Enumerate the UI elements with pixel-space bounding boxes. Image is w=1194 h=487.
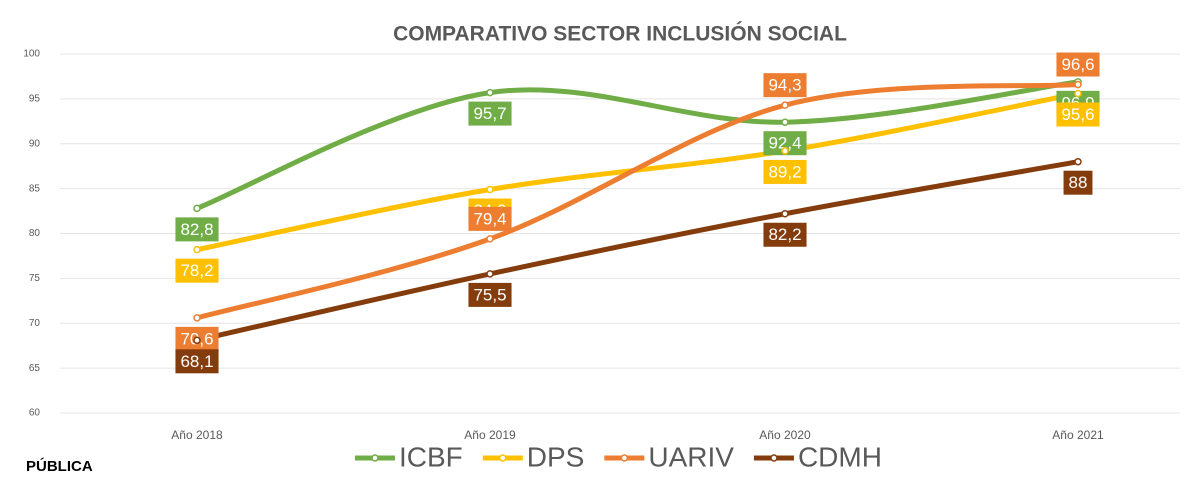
legend-marker: [371, 454, 379, 462]
legend-label: UARIV: [648, 441, 734, 472]
marker: [781, 147, 789, 155]
data-label-text: 82,8: [180, 220, 213, 239]
marker: [1074, 89, 1082, 98]
data-label: 94,3: [763, 73, 807, 98]
data-label-box: [763, 222, 807, 247]
data-label: 82,8: [175, 217, 219, 242]
data-label-text: 88: [1069, 173, 1088, 192]
data-label: 95,7: [468, 101, 512, 126]
marker: [486, 185, 494, 194]
marker: [1074, 80, 1082, 89]
marker: [781, 101, 789, 109]
data-label-box: [175, 217, 219, 242]
data-label-text: 96,6: [1061, 55, 1094, 74]
data-label-box: [1056, 52, 1100, 77]
series-line: [194, 79, 1081, 211]
y-tick-label: 100: [23, 49, 40, 60]
marker: [193, 204, 201, 213]
data-label: 75,5: [468, 282, 512, 307]
y-tick-label: 75: [29, 273, 41, 284]
data-label-box: [763, 73, 807, 98]
x-tick-label: Año 2020: [759, 428, 811, 442]
data-label-text: 68,1: [180, 352, 213, 371]
y-tick-label: 90: [29, 138, 41, 149]
x-tick-label: Año 2019: [464, 428, 516, 442]
legend-marker: [620, 454, 629, 462]
y-tick-label: 95: [29, 94, 41, 105]
data-label-box: [468, 282, 512, 307]
y-tick-label: 65: [29, 363, 41, 374]
data-label: 95,6: [1056, 102, 1100, 127]
chart-title: COMPARATIVO SECTOR INCLUSIÓN SOCIAL: [393, 22, 847, 46]
marker: [486, 88, 494, 97]
data-label-text: 75,5: [473, 285, 506, 304]
x-tick-label: Año 2021: [1052, 428, 1104, 442]
marker: [193, 245, 201, 254]
legend-label: DPS: [527, 441, 585, 472]
y-tick-label: 85: [29, 183, 41, 194]
marker: [1074, 157, 1082, 166]
y-tick-label: 80: [29, 228, 41, 239]
data-label-box: [175, 258, 219, 283]
footer-text: PÚBLICA: [26, 457, 93, 475]
y-tick-label: 70: [29, 318, 41, 329]
legend-marker: [770, 454, 778, 462]
marker: [193, 336, 201, 345]
data-label-text: 94,3: [768, 76, 801, 95]
data-label: 89,2: [763, 159, 807, 184]
data-label-text: 78,2: [180, 261, 213, 280]
data-label-box: [468, 101, 512, 126]
marker: [193, 314, 201, 322]
data-label-text: 95,7: [473, 104, 506, 123]
data-label-box: [763, 159, 807, 184]
x-tick-label: Año 2018: [171, 428, 223, 442]
series-line: [194, 90, 1081, 253]
legend-marker: [499, 454, 507, 462]
data-label-text: 79,4: [473, 209, 506, 228]
y-tick-label: 60: [29, 408, 41, 419]
data-label: 78,2: [175, 258, 219, 283]
data-label-text: 95,6: [1061, 105, 1094, 124]
marker: [486, 235, 494, 243]
data-label-text: 82,2: [768, 225, 801, 244]
data-label: 68,1: [175, 349, 219, 374]
data-label-box: [468, 206, 512, 231]
data-label-text: 89,2: [768, 162, 801, 181]
data-label: 88: [1063, 170, 1093, 195]
data-label-box: [1056, 102, 1100, 127]
legend-label: CDMH: [798, 441, 882, 472]
data-label: 79,4: [468, 206, 512, 231]
series-line: [194, 82, 1081, 321]
marker: [781, 118, 789, 126]
data-label-text: 92,4: [768, 134, 801, 153]
marker: [781, 210, 789, 218]
legend-label: ICBF: [399, 441, 463, 472]
data-label: 82,2: [763, 222, 807, 247]
series-line: [194, 159, 1081, 343]
marker: [486, 270, 494, 278]
data-label: 96,6: [1056, 52, 1100, 77]
data-label-box: [1063, 170, 1093, 195]
data-label-box: [175, 349, 219, 374]
